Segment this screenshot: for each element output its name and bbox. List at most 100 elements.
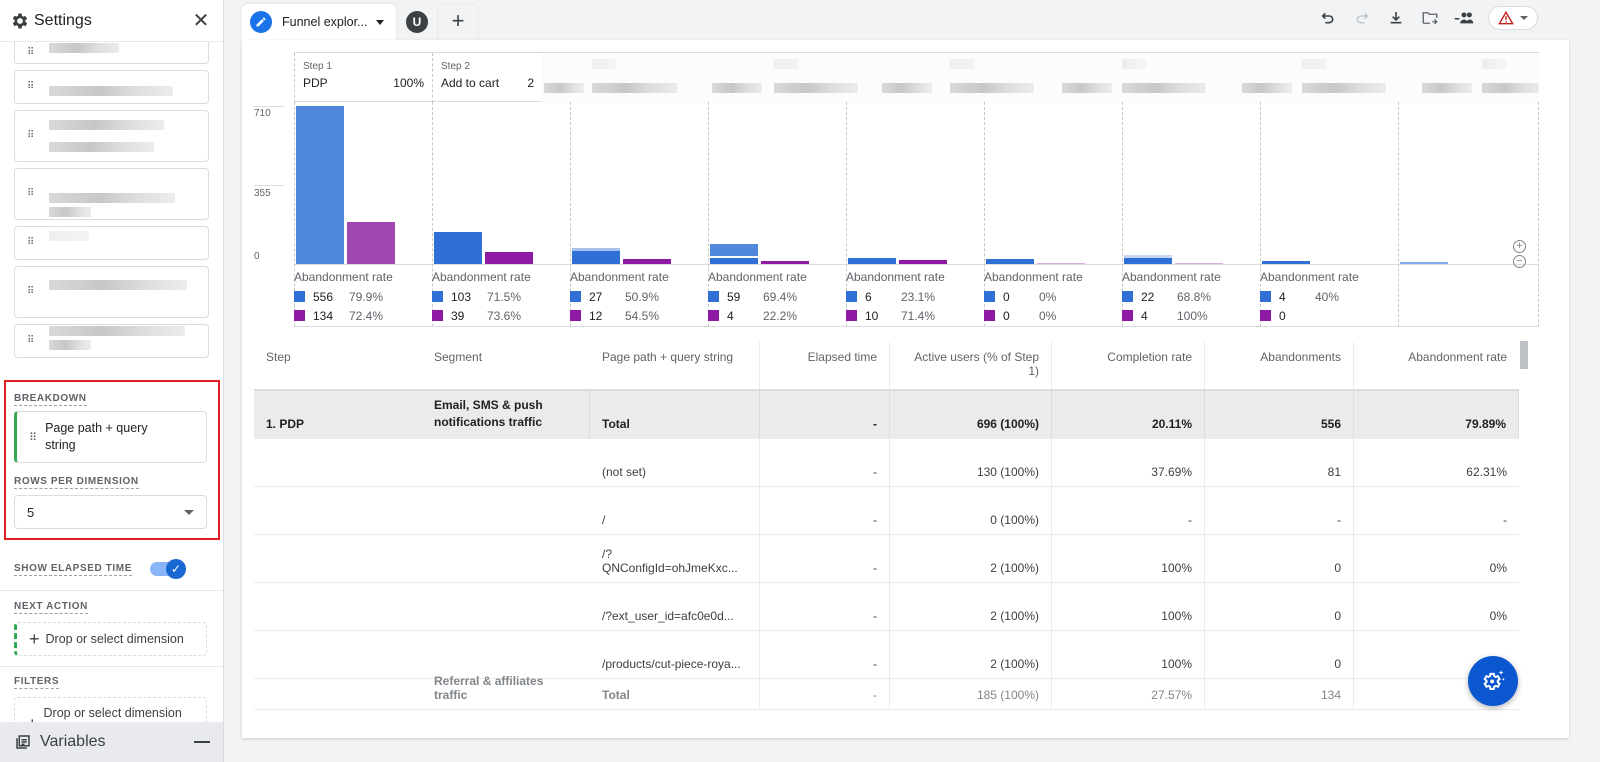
cell-step xyxy=(254,487,422,534)
bar-segment-a[interactable] xyxy=(986,259,1034,264)
abandonments: 22 xyxy=(1141,289,1155,304)
column-header[interactable]: Active users (% of Step 1) xyxy=(890,342,1052,389)
tab-funnel-exploration[interactable]: Funnel explor... xyxy=(242,4,396,40)
drag-handle-icon[interactable]: ⠿ xyxy=(27,237,34,248)
breakdown-highlight-box xyxy=(4,380,220,540)
show-elapsed-time-toggle[interactable]: ✓ xyxy=(149,559,186,579)
column-header[interactable]: Elapsed time xyxy=(760,342,890,389)
warning-menu-button[interactable] xyxy=(1488,6,1538,30)
drag-handle-icon[interactable]: ⠿ xyxy=(27,81,34,92)
drag-handle-icon[interactable]: ⠿ xyxy=(27,188,34,199)
gear-icon xyxy=(12,13,28,28)
bar-segment-b[interactable] xyxy=(1175,263,1223,264)
step-number: Step 2 xyxy=(441,61,470,72)
zoom-in-icon[interactable]: + xyxy=(1513,240,1526,253)
settings-title: Settings xyxy=(34,11,92,29)
column-header[interactable]: Abandonments xyxy=(1205,342,1354,389)
undo-icon[interactable] xyxy=(1318,8,1338,28)
abandonments: 4 xyxy=(1141,308,1148,323)
chart-zoom-controls: + − xyxy=(1513,240,1526,268)
bar-segment-a[interactable] xyxy=(296,106,344,264)
rows-per-dimension-select[interactable]: 5 xyxy=(14,495,207,529)
drag-handle-icon[interactable]: ⠿ xyxy=(27,130,34,141)
segment-b-swatch xyxy=(984,310,995,321)
bar-segment-a[interactable] xyxy=(848,258,896,264)
abandonment-rate: 73.6% xyxy=(487,308,522,323)
bar-segment-b[interactable] xyxy=(347,222,395,264)
cell-abandonments: 0 xyxy=(1205,535,1354,582)
bar-segment-b[interactable] xyxy=(485,252,533,264)
cell-segment: Email, SMS & push notifications traffic xyxy=(422,391,590,438)
bar-segment-a[interactable] xyxy=(434,232,482,264)
step-name: Add to cart xyxy=(441,76,500,90)
column-header[interactable]: Page path + query string xyxy=(590,342,760,389)
chevron-down-icon[interactable] xyxy=(376,19,384,25)
rows-per-dimension-label: ROWS PER DIMENSION xyxy=(14,476,139,489)
exploration-canvas: Step 1 PDP 100% Step 2 Add to cart 2 xyxy=(242,40,1569,738)
step-header-2[interactable]: Step 2 Add to cart 2 xyxy=(432,53,542,103)
step-headers: Step 1 PDP 100% Step 2 Add to cart 2 xyxy=(294,52,1539,103)
table-row-total: 1. PDP Email, SMS & push notifications t… xyxy=(254,391,1519,439)
pencil-icon xyxy=(250,11,272,33)
dimension-chip[interactable]: ⠿ xyxy=(14,168,209,220)
variables-panel-toggle[interactable]: Variables xyxy=(0,722,223,762)
segment-b-swatch xyxy=(432,310,443,321)
column-header[interactable]: Abandonment rate xyxy=(1408,350,1507,364)
abandonment-rate: 40% xyxy=(1315,289,1340,304)
cell-active-users: 0 (100%) xyxy=(890,487,1052,534)
abandonments: 0 xyxy=(1003,289,1010,304)
column-header[interactable]: Step xyxy=(266,350,291,364)
drag-handle-icon[interactable]: ⠿ xyxy=(29,431,38,444)
table-row: /?ext_user_id=afc0e0d... - 2 (100%) 100%… xyxy=(254,583,1519,631)
abandonments: 134 xyxy=(313,308,334,323)
bar-segment-b[interactable] xyxy=(899,260,947,264)
bar-segment-a[interactable] xyxy=(710,258,758,264)
zoom-out-icon[interactable]: − xyxy=(1513,255,1526,268)
segment-a-swatch xyxy=(984,291,995,302)
add-tab-button[interactable]: + xyxy=(438,4,478,40)
table-row: /?QNConfigId=ohJmeKxc... - 2 (100%) 100%… xyxy=(254,535,1519,583)
column-header[interactable]: Completion rate xyxy=(1052,342,1205,389)
bar-segment-b[interactable] xyxy=(761,261,809,264)
dimension-chip[interactable]: ⠿ xyxy=(14,324,209,358)
bar-segment-b[interactable] xyxy=(623,259,671,264)
download-icon[interactable] xyxy=(1386,8,1406,28)
column-header[interactable]: Segment xyxy=(434,350,483,364)
segment-b-swatch xyxy=(294,310,305,321)
drag-handle-icon[interactable]: ⠿ xyxy=(27,46,34,58)
tab-user[interactable]: U xyxy=(398,4,436,40)
step-legend: Abandonment rate 59 69.4% 4 22.2% xyxy=(708,270,840,325)
dimension-chip[interactable]: ⠿ xyxy=(14,266,209,318)
table-row: (not set) - 130 (100%) 37.69% 81 62.31% xyxy=(254,439,1519,487)
close-icon[interactable]: ✕ xyxy=(192,10,210,32)
legend-title: Abandonment rate xyxy=(570,270,669,284)
step-header-1[interactable]: Step 1 PDP 100% xyxy=(294,53,432,103)
cell-page-path: /?QNConfigId=ohJmeKxc... xyxy=(590,535,760,582)
dimension-chip[interactable]: ⠿ xyxy=(14,70,209,104)
step-separator xyxy=(984,102,985,327)
next-action-label: NEXT ACTION xyxy=(14,601,89,614)
bar-segment-a[interactable] xyxy=(1262,261,1310,264)
cell-page-path: (not set) xyxy=(590,439,760,486)
cell-elapsed-time: - xyxy=(760,535,890,582)
dimension-chip[interactable]: ⠿ xyxy=(14,110,209,162)
redo-icon[interactable] xyxy=(1352,8,1372,28)
ai-insights-button[interactable] xyxy=(1468,656,1518,706)
breakdown-dimension-chip[interactable]: ⠿ Page path + query string xyxy=(14,411,207,463)
bar-segment-a[interactable] xyxy=(1400,262,1448,264)
share-users-icon[interactable] xyxy=(1454,8,1474,28)
bar-segment-a[interactable] xyxy=(572,251,620,264)
move-to-folder-icon[interactable] xyxy=(1420,8,1440,28)
next-action-drop-zone[interactable]: + Drop or select dimension xyxy=(14,622,207,656)
legend-title: Abandonment rate xyxy=(294,270,393,284)
bar-segment-a[interactable] xyxy=(1124,258,1172,264)
drag-handle-icon[interactable]: ⠿ xyxy=(27,286,34,297)
dimension-chip[interactable]: ⠿ xyxy=(14,226,209,260)
bar-segment-a[interactable] xyxy=(710,244,758,256)
cell-abandonment-rate: 0% xyxy=(1489,609,1507,623)
collapse-icon[interactable] xyxy=(194,741,210,743)
table-scrollbar[interactable] xyxy=(1520,341,1528,369)
drag-handle-icon[interactable]: ⠿ xyxy=(27,335,34,346)
bar-segment-b[interactable] xyxy=(1037,263,1085,264)
dimension-chip[interactable]: ⠿ xyxy=(14,42,209,64)
